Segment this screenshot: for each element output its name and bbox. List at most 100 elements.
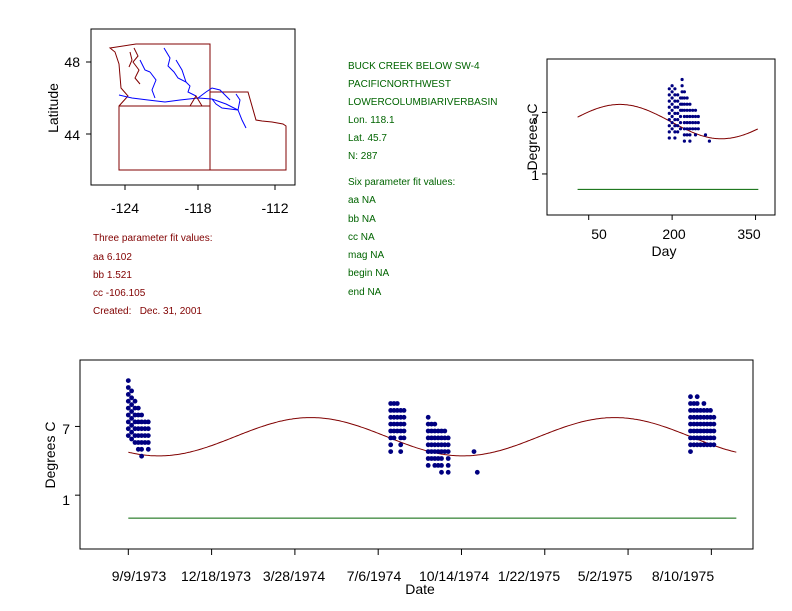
day-chart-point bbox=[682, 139, 687, 143]
station-latitude: Lat. 45.7 bbox=[348, 133, 387, 144]
day-chart-point bbox=[673, 87, 677, 91]
time-chart-point bbox=[708, 414, 713, 420]
time-chart-point bbox=[445, 442, 451, 448]
time-chart-point bbox=[139, 453, 145, 459]
day-chart-point bbox=[676, 111, 680, 115]
snake-river bbox=[197, 87, 239, 111]
day-chart-point bbox=[693, 133, 698, 137]
time-chart-point bbox=[688, 408, 693, 413]
time-chart-point bbox=[139, 419, 145, 425]
time-chart-point bbox=[688, 394, 693, 400]
day-chart-xtick-label: 50 bbox=[591, 226, 607, 242]
time-chart-point bbox=[388, 442, 394, 448]
time-chart-point bbox=[135, 440, 141, 445]
day-chart-point bbox=[678, 127, 683, 131]
day-chart-point bbox=[703, 133, 708, 137]
six-param-begin: begin NA bbox=[348, 268, 389, 279]
time-chart-point bbox=[694, 435, 700, 441]
day-chart-point bbox=[680, 108, 684, 112]
time-chart-point bbox=[425, 435, 431, 441]
time-chart-point bbox=[691, 428, 697, 434]
map-xtick-label: -118 bbox=[185, 200, 212, 216]
day-chart-point bbox=[667, 87, 671, 91]
day-chart-point bbox=[667, 118, 671, 122]
time-chart-point bbox=[139, 433, 145, 438]
time-chart-point bbox=[445, 469, 451, 475]
time-chart-point bbox=[442, 428, 448, 434]
time-chart-point bbox=[135, 426, 141, 432]
time-chart-point bbox=[694, 428, 700, 434]
time-chart-point bbox=[708, 428, 713, 434]
map-xtick-label: -112 bbox=[262, 200, 289, 216]
three-param-header: Three parameter fit values: bbox=[93, 233, 213, 244]
time-chart-point bbox=[142, 440, 148, 445]
time-chart-point bbox=[701, 414, 707, 420]
day-chart-point bbox=[667, 136, 671, 140]
day-chart-xtick-label: 200 bbox=[662, 226, 686, 242]
time-chart-point bbox=[701, 421, 707, 427]
time-series-chart: Date Degrees C 7 1 9/9/1973 12/18/1973 3… bbox=[42, 359, 754, 597]
region-name: PACIFICNORTHWEST bbox=[348, 79, 451, 90]
station-longitude: Lon. 118.1 bbox=[348, 115, 395, 126]
three-param-aa: aa 6.102 bbox=[93, 252, 132, 263]
time-chart-point bbox=[142, 433, 148, 438]
time-chart-point bbox=[688, 401, 693, 406]
time-chart-point bbox=[688, 449, 693, 454]
day-chart-point bbox=[667, 111, 671, 115]
time-chart-point bbox=[432, 421, 438, 427]
time-chart-point bbox=[401, 428, 407, 434]
created-date: Created: Dec. 31, 2001 bbox=[93, 306, 202, 317]
time-chart-point bbox=[701, 401, 707, 406]
time-chart-point bbox=[129, 388, 135, 394]
time-chart-point bbox=[135, 405, 141, 411]
time-chart-point bbox=[394, 421, 400, 427]
time-chart-point bbox=[391, 408, 397, 413]
time-chart-point bbox=[471, 449, 477, 454]
day-chart-point bbox=[682, 90, 687, 94]
time-chart-point bbox=[139, 412, 145, 418]
time-chart-point bbox=[688, 421, 693, 427]
time-chart-point bbox=[388, 428, 394, 434]
day-chart-point bbox=[673, 136, 677, 140]
time-chart-point bbox=[701, 428, 707, 434]
time-chart-point bbox=[708, 435, 713, 441]
time-chart-point bbox=[445, 449, 451, 454]
time-chart-point bbox=[711, 414, 717, 420]
sample-count: N: 287 bbox=[348, 151, 378, 162]
day-chart-point bbox=[670, 96, 674, 100]
time-chart-point bbox=[125, 419, 131, 425]
time-chart-point bbox=[398, 421, 404, 427]
day-chart-xtick-label: 350 bbox=[737, 226, 761, 242]
time-chart-point bbox=[704, 428, 710, 434]
day-chart-point bbox=[682, 102, 687, 106]
three-parameter-block: Three parameter fit values: aa 6.102 bb … bbox=[93, 233, 213, 317]
time-chart-point bbox=[145, 446, 151, 452]
time-chart-point bbox=[442, 442, 448, 448]
day-chart-point bbox=[688, 127, 692, 131]
puget-sound bbox=[128, 47, 141, 85]
time-chart-point bbox=[688, 442, 693, 448]
time-chart-point bbox=[708, 421, 713, 427]
time-chart-point bbox=[445, 456, 451, 461]
time-chart-point bbox=[391, 414, 397, 420]
day-chart-point bbox=[707, 139, 712, 143]
day-chart-point bbox=[691, 121, 695, 125]
time-chart-point bbox=[429, 456, 434, 461]
time-chart-point bbox=[698, 421, 703, 427]
time-chart-point bbox=[701, 408, 707, 413]
time-chart-point bbox=[388, 421, 394, 427]
time-chart-point bbox=[388, 435, 394, 441]
time-chart-point bbox=[711, 442, 717, 448]
time-chart-point bbox=[125, 385, 131, 390]
time-chart-point bbox=[694, 442, 700, 448]
six-param-cc: cc NA bbox=[348, 232, 375, 243]
time-chart-point bbox=[435, 456, 441, 461]
time-chart-point bbox=[391, 401, 397, 406]
time-chart-point bbox=[398, 414, 404, 420]
time-chart-point bbox=[439, 456, 444, 461]
day-chart-point bbox=[673, 105, 677, 109]
day-chart-point bbox=[673, 99, 677, 103]
day-chart-xlabel: Day bbox=[652, 243, 677, 259]
time-chart-xtick-label: 7/6/1974 bbox=[347, 568, 402, 584]
time-chart-point bbox=[708, 442, 713, 448]
